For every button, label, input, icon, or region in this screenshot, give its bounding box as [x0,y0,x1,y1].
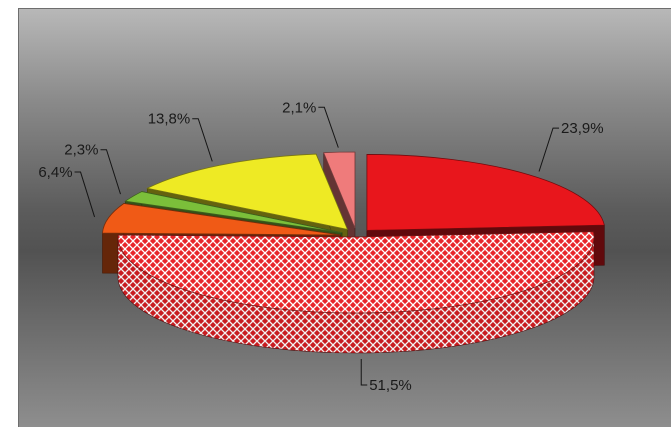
data-label-3: 6,4% [38,164,72,181]
data-label-1: 23,9% [561,120,604,137]
leader-line-3 [74,171,96,218]
leader-line-1 [538,127,560,172]
pie-slice-2 [117,231,595,354]
leader-line-2 [360,358,368,386]
leader-line-4 [100,149,121,195]
data-label-5: 13,8% [148,111,191,128]
leader-line-6 [318,106,339,148]
data-label-6: 2,1% [282,99,316,116]
data-label-4: 2,3% [64,142,98,159]
chart-area: 23,9% 51,5% 6,4% 2,3% 13,8% 2,1% [18,8,671,427]
data-label-2: 51,5% [369,377,412,394]
pie-chart: 23,9% 51,5% 6,4% 2,3% 13,8% 2,1% [38,99,605,394]
leader-line-5 [192,118,213,162]
